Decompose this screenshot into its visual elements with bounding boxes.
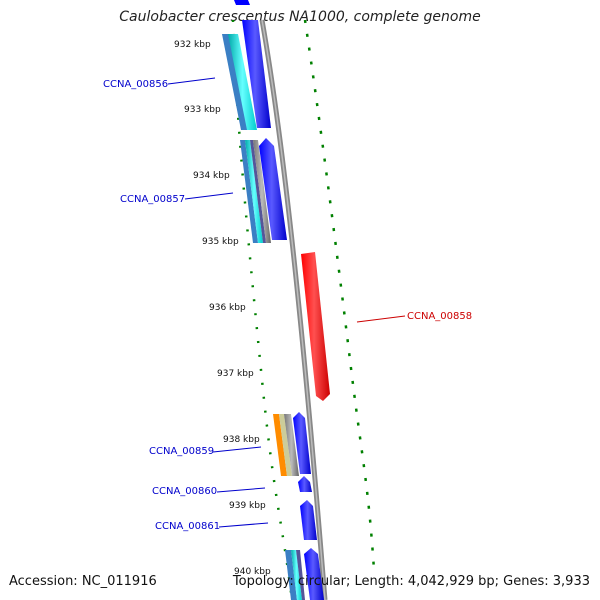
label-line-00856 [167,77,216,85]
tick-939: 939 kbp [229,501,266,511]
gene-labels[interactable]: CCNA_00856 CCNA_00857 CCNA_00858 CCNA_00… [103,79,472,532]
tick-932: 932 kbp [174,40,211,50]
tick-935: 935 kbp [202,237,239,247]
accession-text: Accession: NC_011916 [9,574,157,589]
map-title: Caulobacter crescentus NA1000, complete … [119,9,481,25]
gene-label-ccna-00856[interactable]: CCNA_00856 [103,79,168,90]
gene-ccna-00858[interactable] [301,252,330,401]
label-line-00860 [216,487,266,493]
gene-label-ccna-00861[interactable]: CCNA_00861 [155,521,220,532]
gene-label-ccna-00858[interactable]: CCNA_00858 [407,311,472,322]
tick-937: 937 kbp [217,369,254,379]
tick-938: 938 kbp [223,435,260,445]
feature-group-00859[interactable] [273,412,311,476]
tick-933: 933 kbp [184,105,221,115]
gene-label-ccna-00860[interactable]: CCNA_00860 [152,486,217,497]
gc-skew-track-outer [303,19,376,571]
feature-group-00856[interactable] [222,0,271,130]
gene-ccna-00860[interactable] [298,476,312,492]
gene-label-lines [167,77,406,528]
topology-text: Topology: circular; Length: 4,042,929 bp… [232,574,590,589]
gene-label-ccna-00857[interactable]: CCNA_00857 [120,194,185,205]
feature-group-bottom[interactable] [285,548,324,600]
gene-label-ccna-00859[interactable]: CCNA_00859 [149,446,214,457]
feature-group-00857[interactable] [240,138,287,243]
backbone-line-highlight [261,19,326,600]
label-line-00858 [356,315,406,323]
tick-labels: 932 kbp 933 kbp 934 kbp 935 kbp 936 kbp … [174,40,271,577]
label-line-00857 [184,192,234,200]
label-line-00859 [212,446,262,453]
gene-ccna-00861[interactable] [300,500,317,540]
tick-940: 940 kbp [234,567,271,577]
tick-934: 934 kbp [193,171,230,181]
tick-936: 936 kbp [209,303,246,313]
label-line-00861 [218,522,269,528]
